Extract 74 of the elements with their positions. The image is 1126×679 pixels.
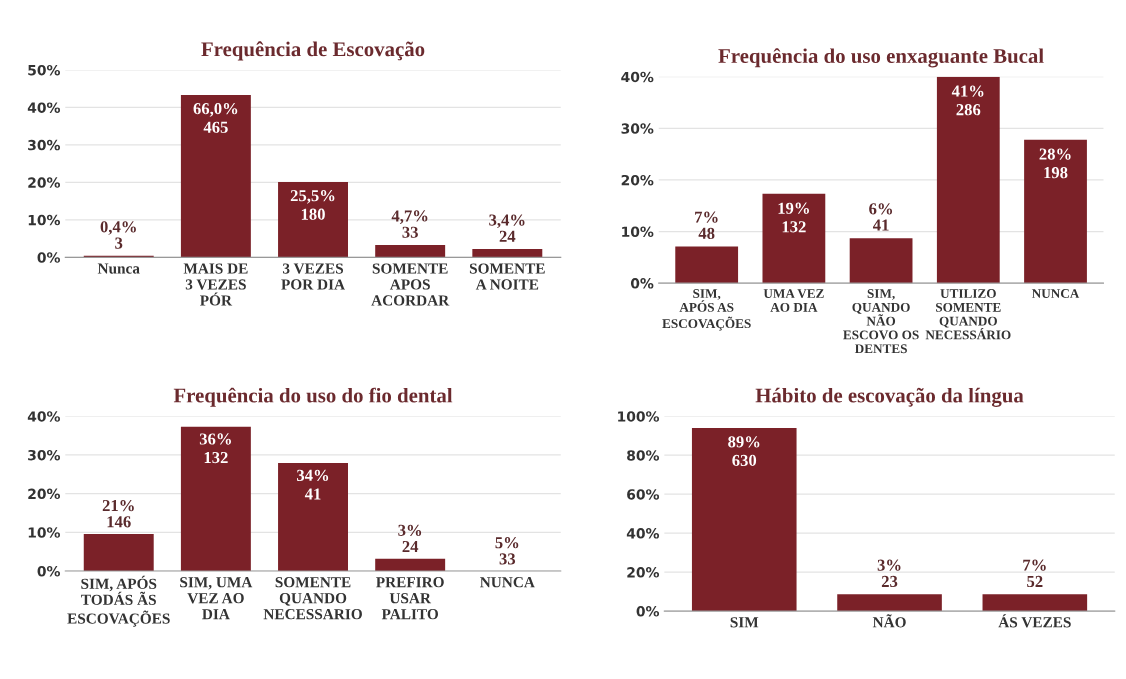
annotation: 7% 48 xyxy=(695,211,718,239)
annotation: 5% 33 xyxy=(495,537,519,565)
bar xyxy=(762,193,826,284)
chart-title: Frequência do uso enxaguante Bucal xyxy=(718,48,1044,68)
annotation: 19% 132 xyxy=(778,202,809,233)
y-tick-label: 0% xyxy=(37,566,60,577)
x-tick-label: NUNCA xyxy=(480,577,535,588)
y-tick-label: 20% xyxy=(627,567,660,578)
y-tick-label: 10% xyxy=(622,226,654,238)
x-tick-label: PREFIRO USAR PALITO xyxy=(376,577,444,620)
y-tick-label: 30% xyxy=(28,139,60,151)
chart-title: Hábito de escovação da língua xyxy=(755,387,1024,407)
annotation: 28% 198 xyxy=(1039,148,1071,179)
y-tick-label: 30% xyxy=(28,449,60,461)
x-tick-label: SOMENTE APOS ACORDAR xyxy=(371,263,450,306)
annotation: 34% 41 xyxy=(296,469,329,500)
bar xyxy=(375,244,446,258)
chart-title: Frequência do uso do fio dental xyxy=(173,387,453,407)
x-tick-label: NUNCA xyxy=(1031,289,1080,298)
annotation: 41% 286 xyxy=(951,85,984,116)
y-tick-label: 0% xyxy=(630,278,654,289)
y-tick-label: 40% xyxy=(621,71,654,83)
x-tick-label: UTILIZO SOMENTE QUANDO NECESSÁRIO xyxy=(925,289,1011,340)
x-tick-label: MAIS DE 3 VEZES PÓR xyxy=(183,263,248,306)
bar xyxy=(936,76,1000,284)
y-tick-label: 0% xyxy=(636,606,660,617)
x-tick-label: Nunca xyxy=(97,263,140,274)
y-tick-label: 100% xyxy=(618,411,660,422)
annotation: 3% 24 xyxy=(398,524,422,553)
x-tick-label: SOMENTE A NOITE xyxy=(469,263,545,290)
x-tick-label: ÁS VEZES xyxy=(998,614,1071,628)
x-tick-label: UMA VEZ AO DIA xyxy=(763,289,824,312)
x-tick-label: 3 VEZES POR DIA xyxy=(281,263,345,290)
y-tick-label: 30% xyxy=(621,123,654,134)
bar xyxy=(675,246,739,284)
bar xyxy=(472,249,543,258)
y-tick-label: 40% xyxy=(626,528,660,539)
y-tick-label: 10% xyxy=(28,527,60,538)
x-tick-label: SIM, QUANDO NÃO ESCOVO OS DENTES xyxy=(843,289,919,354)
bar xyxy=(849,238,913,284)
y-tick-label: 40% xyxy=(27,411,60,422)
y-tick-label: 20% xyxy=(28,177,60,188)
bar xyxy=(278,463,348,572)
y-tick-label: 50% xyxy=(28,64,60,76)
annotation: 89% 630 xyxy=(728,436,760,467)
annotation: 6% 41 xyxy=(869,203,893,231)
x-tick-label: SIM, UMA VEZ AO DIA xyxy=(180,577,253,620)
annotation: 36% 132 xyxy=(199,433,231,464)
x-tick-label: SIM xyxy=(730,617,759,628)
y-tick-label: 40% xyxy=(27,102,60,113)
chart-title: Frequência de Escovação xyxy=(201,41,425,61)
annotation: 21% 146 xyxy=(102,499,134,528)
y-tick-label: 60% xyxy=(627,489,660,500)
y-tick-label: 20% xyxy=(621,174,654,186)
annotation: 3% 23 xyxy=(877,559,901,588)
bar xyxy=(1024,139,1087,284)
annotation: 3,4% 24 xyxy=(489,214,525,242)
x-tick-label: NÃO xyxy=(872,614,906,628)
y-tick-label: 10% xyxy=(28,214,60,226)
annotation: 4,7% 33 xyxy=(391,210,428,238)
annotation: 7% 52 xyxy=(1023,559,1046,588)
bar xyxy=(180,426,251,572)
x-tick-label: SOMENTE QUANDO NECESSARIO xyxy=(263,577,362,620)
bar xyxy=(83,533,154,572)
annotation: 25,5% 180 xyxy=(290,189,335,220)
y-tick-label: 0% xyxy=(37,252,60,263)
y-tick-label: 20% xyxy=(28,488,60,500)
bar xyxy=(180,95,251,258)
y-tick-label: 80% xyxy=(627,450,660,461)
x-tick-label: SIM, APÓS TODÁS ÃS ESCOVAÇÕES xyxy=(67,575,170,627)
annotation: 0,4% 3 xyxy=(100,221,136,249)
x-tick-label: SIM, APÓS AS ESCOVAÇÕES xyxy=(662,289,751,331)
bar xyxy=(278,182,348,258)
annotation: 66,0% 465 xyxy=(193,103,238,133)
